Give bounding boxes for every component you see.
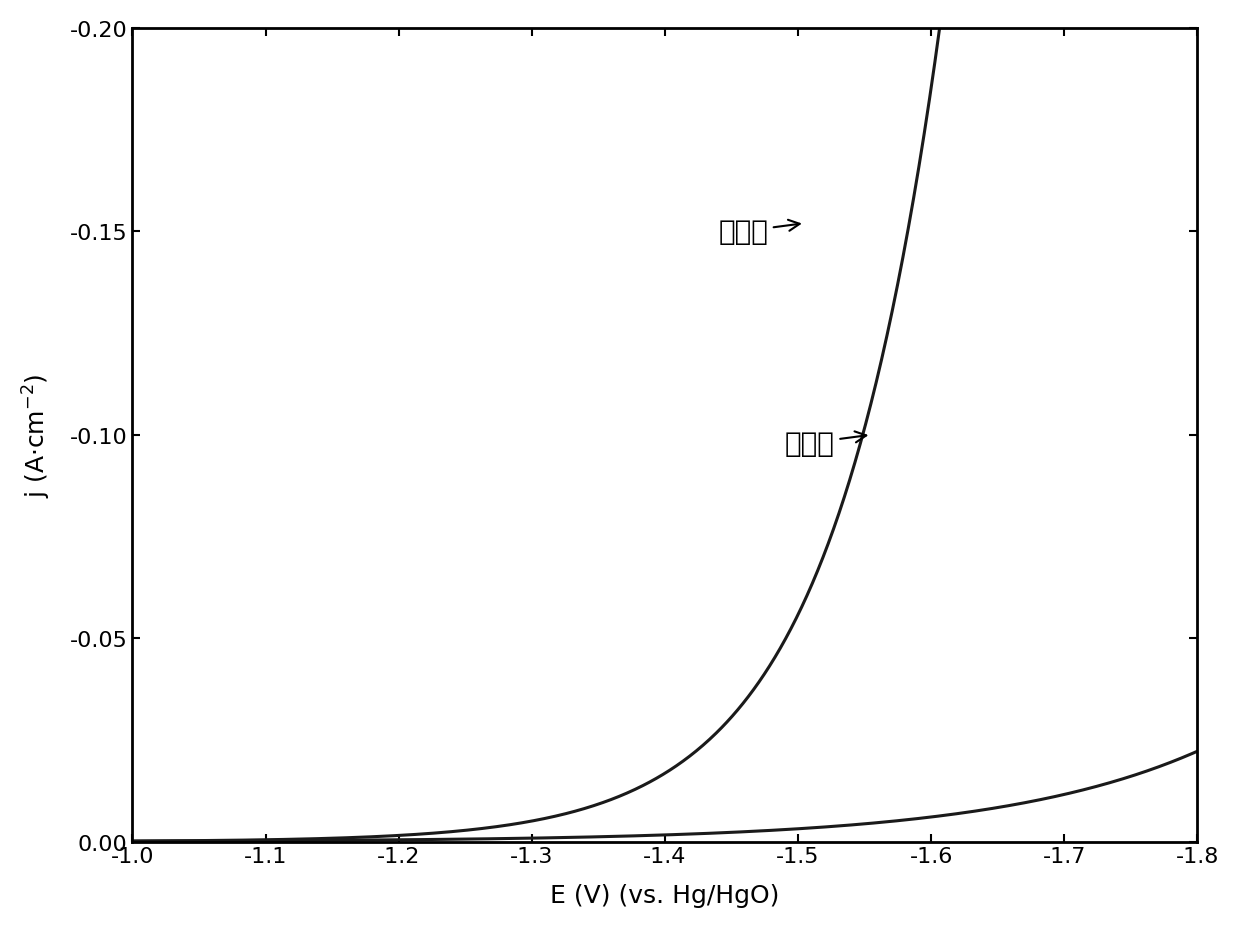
Text: 刻蚀前: 刻蚀前 — [785, 430, 867, 458]
Text: 刻蚀后: 刻蚀后 — [718, 218, 800, 246]
Y-axis label: j (A·cm$^{-2}$): j (A·cm$^{-2}$) — [21, 373, 53, 497]
X-axis label: E (V) (vs. Hg/HgO): E (V) (vs. Hg/HgO) — [551, 883, 780, 908]
